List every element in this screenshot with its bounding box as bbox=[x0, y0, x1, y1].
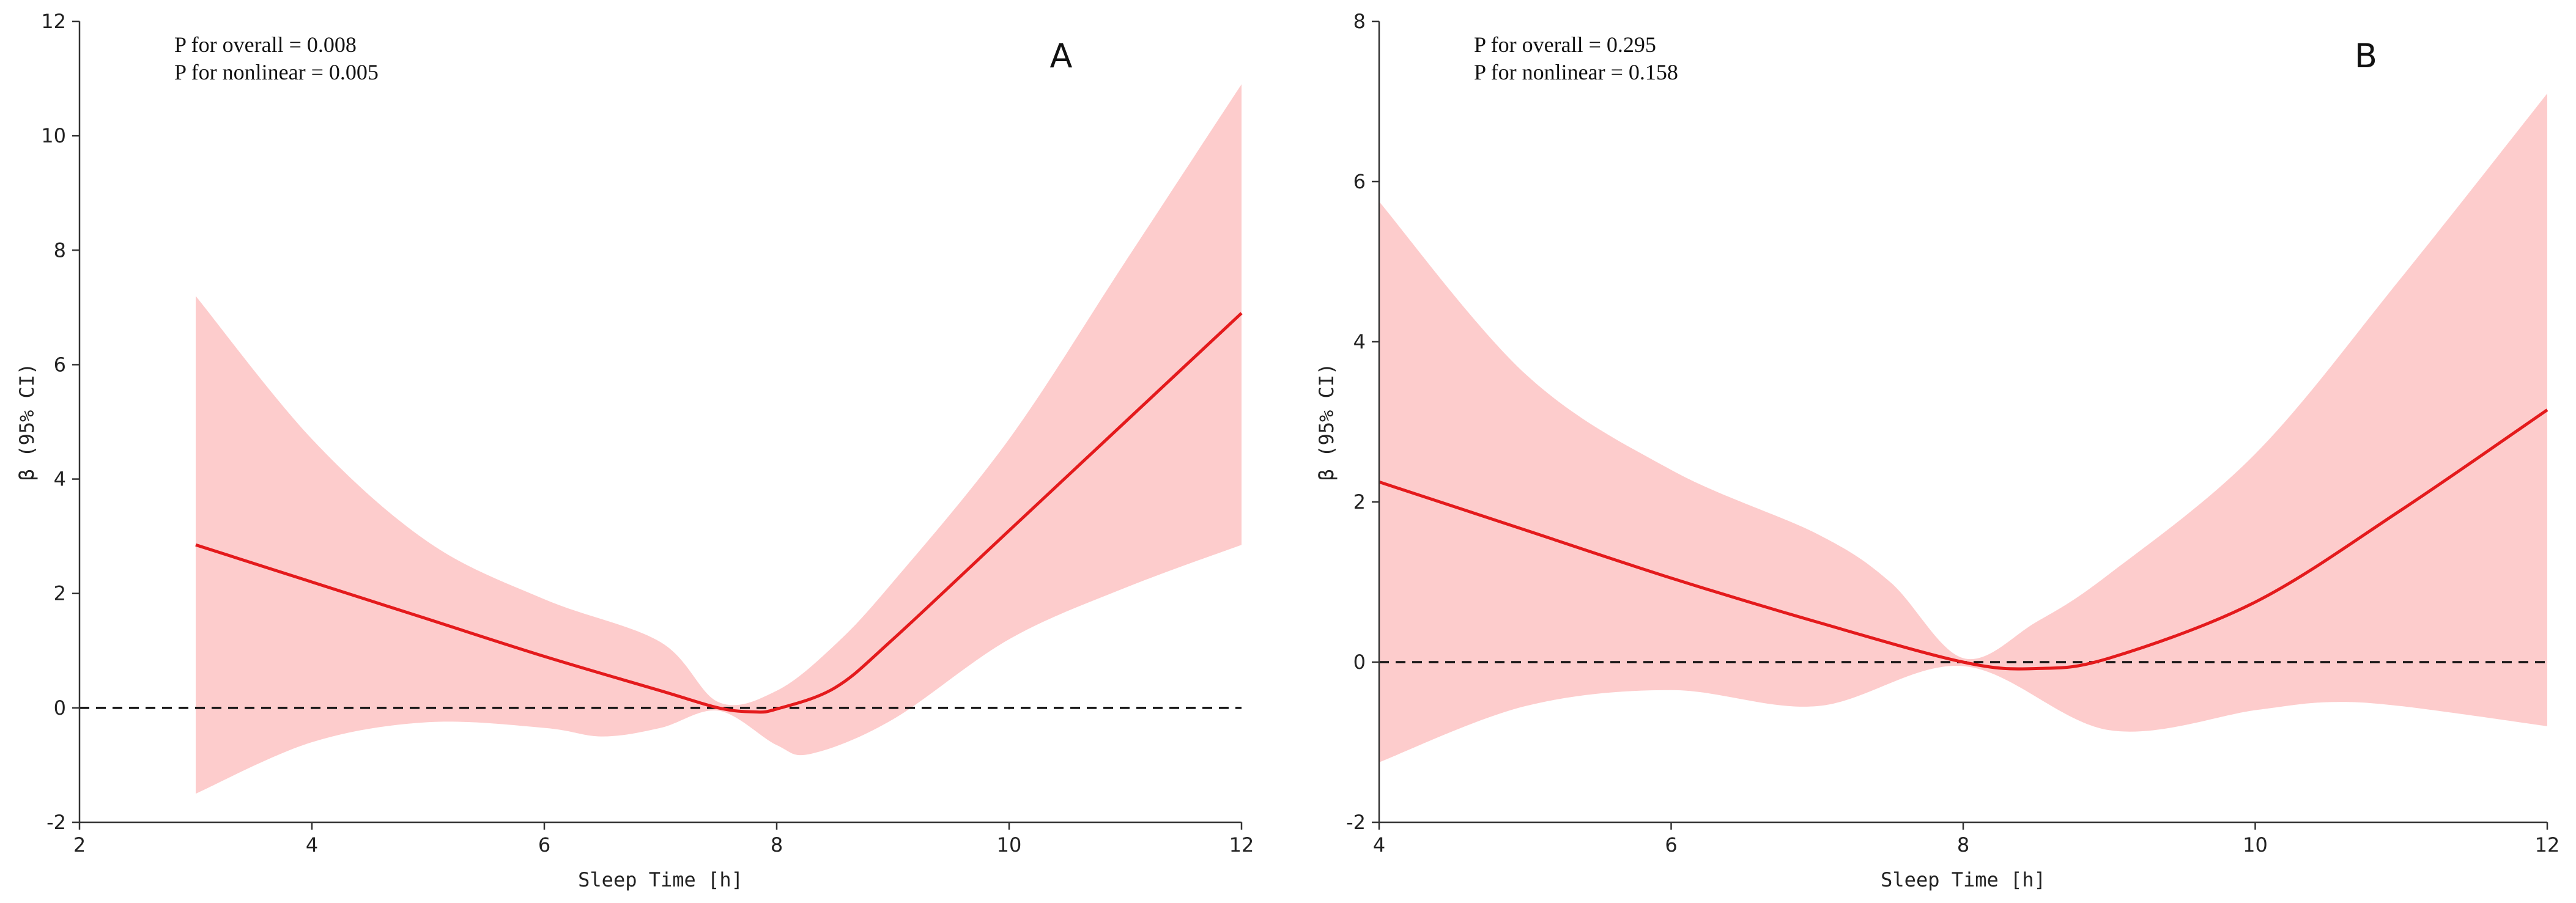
y-tick-label: -2 bbox=[1346, 811, 1366, 834]
y-tick-label: 2 bbox=[1353, 490, 1366, 514]
panel-b-p-nonlinear: P for nonlinear = 0.158 bbox=[1474, 60, 1678, 84]
panel-b-label: B bbox=[2355, 37, 2377, 75]
y-tick-label: 8 bbox=[1353, 10, 1366, 33]
y-tick-label: 6 bbox=[54, 353, 66, 376]
x-tick-label: 6 bbox=[538, 833, 550, 857]
x-tick-label: 8 bbox=[771, 833, 783, 857]
panel-b-x-axis-title: Sleep Time [h] bbox=[1881, 868, 2046, 891]
panel-b-ci-band bbox=[1379, 93, 2547, 762]
panel-b-y-axis-title: β (95% CI) bbox=[1315, 363, 1338, 481]
y-tick-label: 2 bbox=[54, 582, 66, 605]
panel-a-p-nonlinear: P for nonlinear = 0.005 bbox=[174, 60, 379, 84]
panel-b-p-overall: P for overall = 0.295 bbox=[1474, 32, 1656, 57]
y-tick-label: 12 bbox=[41, 10, 66, 33]
panel-a-y-ticks: -2 0 2 4 6 8 10 12 bbox=[41, 10, 80, 834]
panel-a-x-ticks: 2 4 6 8 10 12 bbox=[73, 822, 1254, 857]
panel-a-x-axis-title: Sleep Time [h] bbox=[578, 868, 743, 891]
y-tick-label: 0 bbox=[1353, 651, 1366, 674]
panel-a: 2 4 6 8 10 12 -2 0 2 4 6 8 10 12 Sleep Time [h] β (9… bbox=[15, 10, 1254, 891]
x-tick-label: 10 bbox=[2243, 833, 2268, 857]
x-tick-label: 12 bbox=[1229, 833, 1254, 857]
x-tick-label: 8 bbox=[1957, 833, 1969, 857]
y-tick-label: 4 bbox=[54, 468, 66, 491]
panel-b-estimate-line bbox=[1379, 408, 2548, 671]
y-tick-label: -2 bbox=[46, 811, 66, 834]
x-tick-label: 12 bbox=[2535, 833, 2560, 857]
y-tick-label: 10 bbox=[41, 124, 66, 147]
x-tick-label: 10 bbox=[997, 833, 1022, 857]
panel-b-x-ticks: 4 6 8 10 12 bbox=[1373, 822, 2560, 857]
panel-a-estimate-line bbox=[195, 312, 1243, 714]
panel-a-label: A bbox=[1050, 37, 1073, 75]
panel-b-y-ticks: -2 0 2 4 6 8 bbox=[1346, 10, 1379, 834]
x-tick-label: 6 bbox=[1665, 833, 1677, 857]
panel-b: 4 6 8 10 12 -2 0 2 4 6 8 Sleep Time [h] β (95% CI… bbox=[1315, 10, 2559, 891]
x-tick-label: 2 bbox=[73, 833, 86, 857]
y-tick-label: 4 bbox=[1353, 330, 1366, 353]
panel-a-ci-band bbox=[196, 84, 1242, 794]
panel-a-y-axis-title: β (95% CI) bbox=[15, 363, 39, 481]
y-tick-label: 6 bbox=[1353, 170, 1366, 193]
panel-a-p-overall: P for overall = 0.008 bbox=[174, 32, 357, 57]
x-tick-label: 4 bbox=[306, 833, 318, 857]
y-tick-label: 0 bbox=[54, 696, 66, 720]
y-tick-label: 8 bbox=[54, 238, 66, 262]
x-tick-label: 4 bbox=[1373, 833, 1385, 857]
